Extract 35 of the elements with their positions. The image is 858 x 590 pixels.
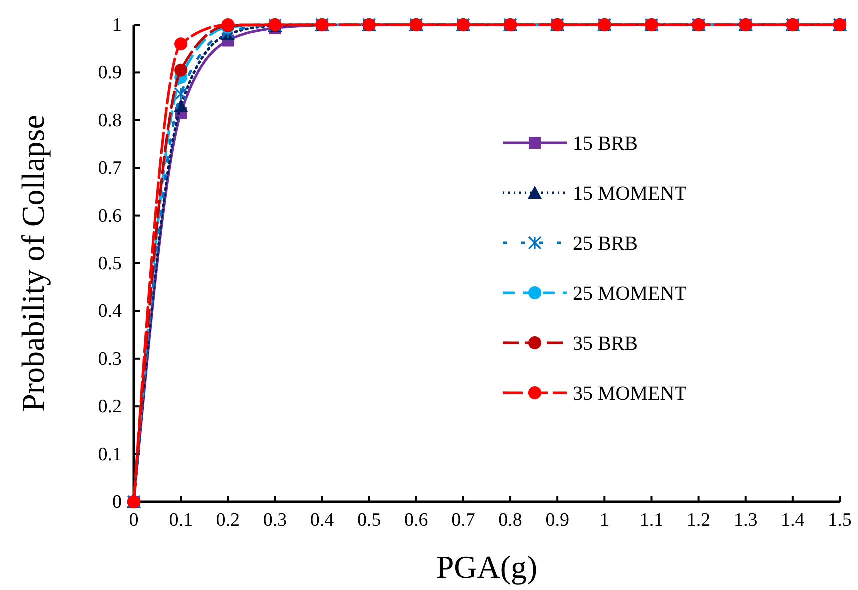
x-axis-title: PGA(g)	[436, 549, 538, 585]
y-tick-label: 0.7	[98, 158, 122, 180]
x-tick-label: 0.2	[216, 510, 240, 531]
y-tick-label: 0.4	[98, 301, 122, 322]
y-tick-label: 0.9	[98, 62, 122, 84]
x-tick-label: 0.7	[452, 510, 476, 531]
y-tick-label: 0	[112, 492, 122, 513]
x-tick-label: 0.4	[310, 510, 335, 531]
x-tick-label: 1.4	[781, 510, 806, 531]
x-tick-label: 1	[600, 510, 610, 531]
legend-label: 15 BRB	[573, 133, 638, 155]
x-tick-label: 0.6	[404, 510, 428, 531]
x-tick-label: 0.5	[357, 510, 382, 531]
y-tick-label: 1	[112, 15, 122, 36]
y-axis-title: Probability of Collapse	[15, 115, 51, 412]
legend-label: 15 MOMENT	[573, 183, 687, 205]
legend-label: 35 MOMENT	[573, 383, 687, 405]
y-tick-label: 0.3	[98, 348, 122, 370]
x-tick-label: 0	[129, 510, 139, 531]
x-tick-label: 1.1	[640, 510, 664, 531]
x-tick-label: 0.8	[498, 510, 522, 531]
y-tick-label: 0.5	[98, 254, 122, 274]
y-tick-label: 0.1	[98, 444, 122, 466]
x-tick-label: 1.2	[686, 510, 711, 531]
x-tick-label: 1.3	[734, 510, 758, 531]
x-tick-label: 1.5	[828, 510, 852, 531]
y-tick-label: 0.6	[98, 206, 122, 227]
x-tick-label: 0.9	[546, 510, 570, 531]
x-tick-label: 0.3	[263, 510, 288, 531]
y-tick-label: 0.8	[98, 110, 122, 132]
y-tick-label: 0.2	[98, 396, 122, 418]
x-tick-label: 0.1	[169, 510, 193, 531]
legend-label: 25 BRB	[573, 233, 638, 255]
legend-label: 25 MOMENT	[573, 283, 687, 305]
legend-label: 35 BRB	[573, 333, 638, 355]
